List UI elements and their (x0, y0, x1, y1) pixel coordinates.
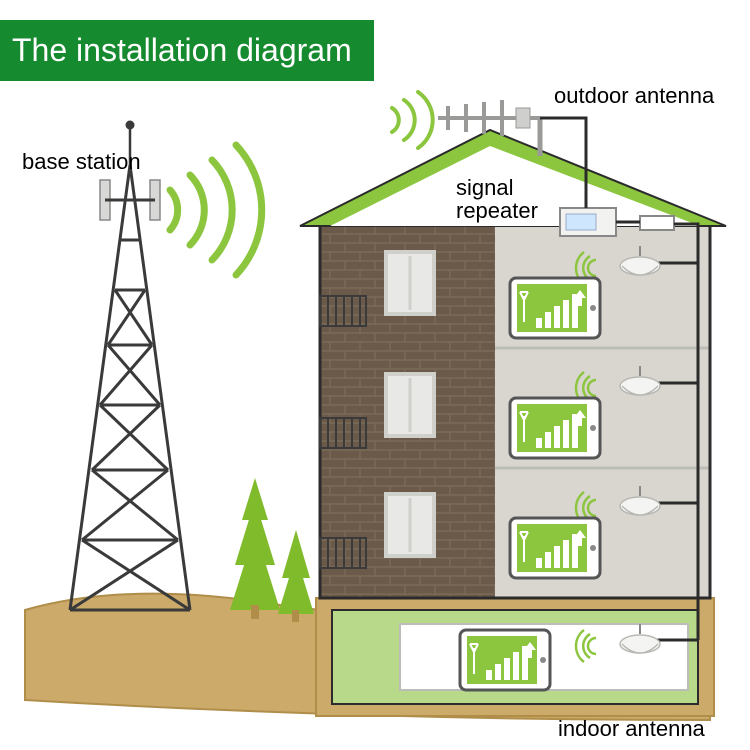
title-bar: The installation diagram (0, 20, 374, 81)
tower-signal-icon (170, 145, 262, 275)
label-signal-repeater: signal repeater (456, 176, 538, 222)
outdoor-signal-icon (392, 92, 433, 148)
diagram-canvas (0, 0, 750, 750)
label-base-station: base station (22, 150, 141, 173)
label-indoor-antenna: indoor antenna (558, 717, 705, 740)
label-outdoor-antenna: outdoor antenna (554, 84, 714, 107)
trees (230, 478, 314, 622)
